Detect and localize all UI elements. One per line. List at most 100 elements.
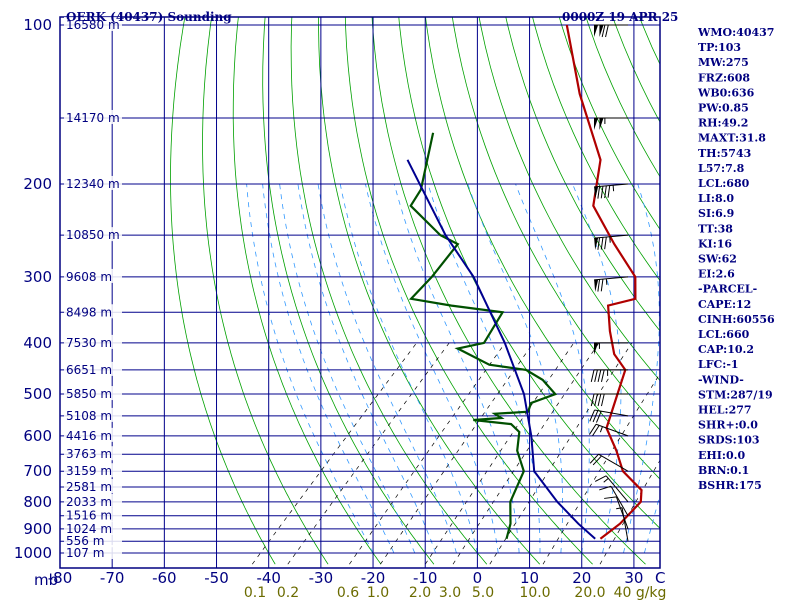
index-readout: SI:6.9 [698,207,734,220]
mixing-ratio-label: 10.0 [519,585,550,600]
pressure-tick-label: 200 [23,175,52,193]
mixing-ratio-label: 20.0 [574,585,605,600]
mixing-ratio-label: 0.2 [277,585,299,600]
chart-subtitle: 0000Z 19 APR 25 [562,10,678,24]
index-readout: WMO:40437 [697,26,774,39]
index-readout: BRN:0.1 [698,464,749,477]
height-label: 2581 m [66,480,112,494]
mixing-ratio-label: 40 g/kg [614,585,667,600]
index-readout: EHI:0.0 [698,449,745,462]
mixing-ratio-line [252,342,417,565]
mixing-ratio-line [542,373,660,565]
index-readout: CINH:60556 [698,313,775,326]
temperature-tick-label: -20 [361,569,386,587]
index-readout: LCL:660 [698,328,750,341]
index-readout: EI:2.6 [698,268,735,281]
index-readout: MW:275 [698,56,749,69]
mixing-ratio-label: 3.0 [439,585,461,600]
mixing-ratio-lines-layer [252,342,660,565]
wind-barb [594,24,628,38]
index-readout: TP:103 [698,41,741,54]
pressure-tick-label: 300 [23,268,52,286]
wind-barb [594,475,629,503]
moist-adiabat-line [427,183,541,553]
moist-adiabat-line [623,183,660,554]
profiles-layer [406,24,643,540]
mixing-ratio-label: 2.0 [409,585,431,600]
index-readout: PW:0.85 [698,102,749,115]
moist-adiabat-line [515,183,590,554]
index-readout: RH:49.2 [698,117,748,130]
height-label: 14170 m [66,111,120,125]
height-label: 7530 m [66,336,112,350]
chart-title: OERK (40437) Sounding [66,10,232,24]
mixing-ratio-label: 1.0 [367,585,389,600]
height-label: 2033 m [66,495,112,509]
height-label: 556 m [66,534,104,548]
height-label: 16580 m [66,18,120,32]
temperature-tick-label: 0 [473,569,483,587]
mixing-ratio-line [599,459,660,565]
index-readout: -PARCEL- [698,283,757,296]
mixing-ratio-line [425,342,575,565]
height-label: 4416 m [66,429,112,443]
height-label: 12340 m [66,177,120,191]
wind-barb [594,276,629,292]
plot-frame [59,16,661,569]
height-label: 9608 m [66,270,112,284]
wind-barbs-layer [588,24,629,542]
wind-barb [590,393,628,407]
mixing-ratio-line [452,342,600,565]
temperature-unit-label: C [655,569,665,587]
wind-barb [599,485,629,516]
temperature-tick-label: -10 [413,569,438,587]
mixing-ratio-label: 0.1 [244,585,266,600]
temperature-tick-label: -80 [48,569,73,587]
pressure-unit-label: mb [34,571,58,589]
index-readout: FRZ:608 [698,71,750,84]
moist-adiabat-line [572,183,622,554]
index-readout: KI:16 [698,237,732,250]
temperature-tick-label: -60 [152,569,177,587]
temperature-tick-label: -70 [100,569,125,587]
pressure-tick-label: 800 [23,493,52,511]
height-label: 1516 m [66,509,112,523]
wind-barb [590,369,628,383]
wind-barb [589,453,629,472]
index-readout: WB0:636 [697,86,755,99]
height-label: 3763 m [66,447,112,461]
temperature-tick-label: -50 [204,569,229,587]
height-label: 8498 m [66,305,112,319]
indices-panel: WMO:40437 TP:103 MW:275 FRZ:608 WB0:636 PW:0.… [697,26,775,492]
grid-layer [59,16,661,569]
wind-barb [594,234,629,251]
index-readout: LI:8.0 [698,192,734,205]
mixing-ratio-line [349,342,506,565]
index-readout: SHR+:0.0 [698,419,758,432]
mixing-ratio-line [287,342,450,565]
height-label: 6651 m [66,363,112,377]
height-label: 10850 m [66,228,120,242]
index-readout: HEL:277 [698,404,752,417]
height-label: 1024 m [66,522,112,536]
wind-barb [594,342,628,355]
pressure-tick-label: 500 [23,385,52,403]
pressure-tick-label: 400 [23,334,52,352]
wind-barb [594,183,629,199]
mixing-ratio-label: 5.0 [472,585,494,600]
index-readout: LFC:-1 [698,358,739,371]
wind-barb [604,496,629,530]
index-readout: TT:38 [698,222,733,235]
index-readout: -WIND- [698,373,744,386]
temperature-profile-line [565,24,643,540]
pressure-tick-label: 100 [23,16,52,34]
index-readout: CAPE:12 [698,298,751,311]
temperature-tick-label: 20 [572,569,591,587]
parcel-profile-line [406,159,596,540]
height-label: 3159 m [66,464,112,478]
wind-barb [589,409,629,423]
temperature-tick-label: 30 [624,569,643,587]
